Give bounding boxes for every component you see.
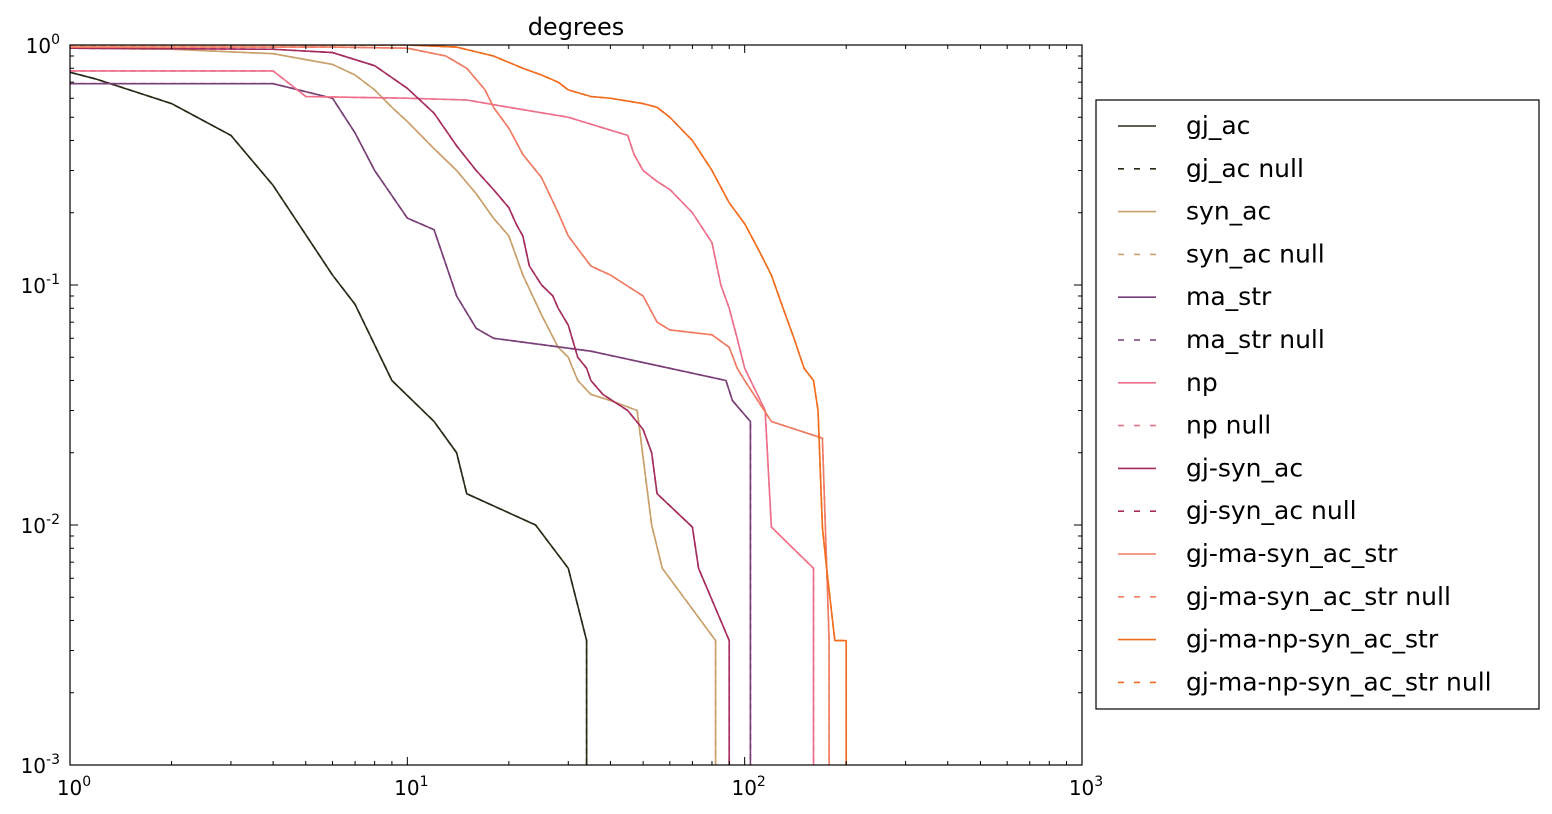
x-tick-label-1: 101 [394, 774, 428, 800]
plot-area: 100 101 102 103 100 10-1 10-2 10-3 [21, 32, 1104, 800]
x-tick-label-0: 100 [57, 774, 91, 800]
legend-label-3: syn_ac null [1186, 239, 1325, 268]
axes-frame [69, 44, 1083, 766]
legend-box [1095, 99, 1540, 710]
legend-label-12: gj-ma-np-syn_ac_str [1186, 625, 1439, 654]
series-lines [70, 45, 848, 765]
series-line-8 [70, 47, 731, 765]
series-line-2 [70, 47, 717, 765]
y-tick-label-1: 10-1 [21, 272, 60, 298]
series-line-9 [70, 47, 731, 765]
legend-label-13: gj-ma-np-syn_ac_str null [1186, 667, 1492, 696]
legend-label-10: gj-ma-syn_ac_str [1186, 539, 1398, 568]
legend-label-11: gj-ma-syn_ac_str null [1186, 582, 1451, 611]
series-line-4 [70, 82, 752, 765]
series-line-1 [70, 71, 588, 765]
y-tick-label-3: 10-3 [21, 752, 60, 778]
series-line-6 [70, 70, 815, 765]
x-tick-labels: 100 101 102 103 [57, 774, 1103, 800]
series-line-0 [70, 71, 588, 765]
series-line-11 [70, 46, 830, 765]
y-tick-labels: 100 10-1 10-2 10-3 [21, 32, 60, 778]
legend-label-6: np [1186, 368, 1218, 397]
legend-label-8: gj-syn_ac [1186, 453, 1303, 482]
legend-label-1: gj_ac null [1186, 154, 1304, 183]
chart-title: degrees [528, 13, 625, 41]
legend-label-4: ma_str [1186, 282, 1272, 311]
x-tick-label-2: 102 [731, 774, 765, 800]
series-line-5 [70, 82, 752, 765]
axis-ticks [69, 45, 1083, 766]
y-tick-label-0: 100 [26, 32, 60, 58]
y-tick-label-2: 10-2 [21, 512, 60, 538]
series-line-3 [70, 47, 717, 765]
series-line-13 [70, 45, 848, 765]
legend-label-5: ma_str null [1186, 325, 1325, 354]
legend-label-7: np null [1186, 411, 1271, 440]
legend-label-9: gj-syn_ac null [1186, 496, 1357, 525]
x-tick-label-3: 103 [1069, 774, 1103, 800]
series-line-7 [70, 70, 815, 765]
legend-label-0: gj_ac [1186, 111, 1250, 140]
legend: gj_ac gj_ac null syn_ac syn_ac null ma_strma… [1095, 99, 1540, 710]
legend-label-2: syn_ac [1186, 197, 1271, 226]
